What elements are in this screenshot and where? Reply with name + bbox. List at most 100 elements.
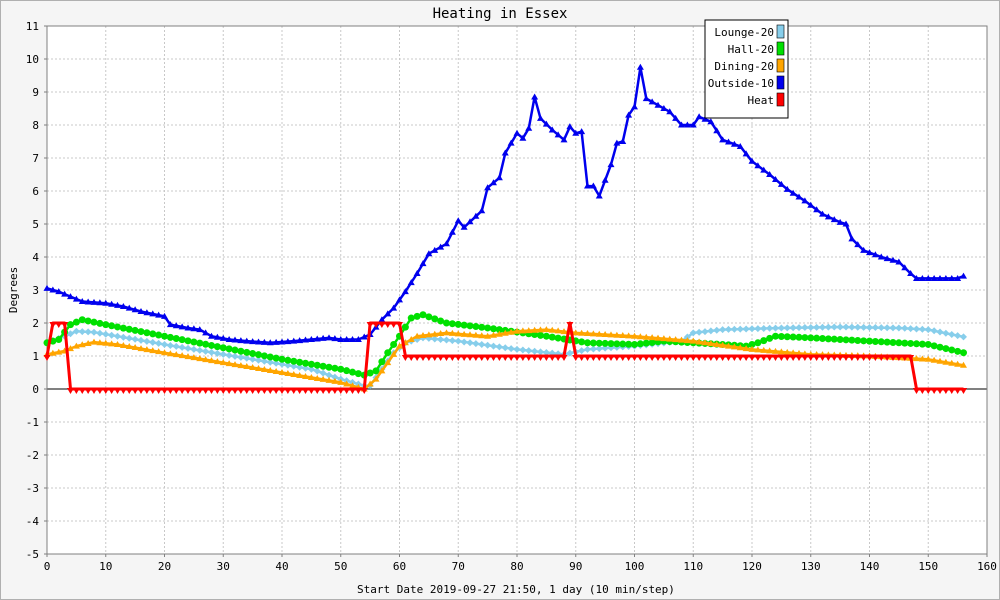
- data-point-heat: [842, 355, 850, 361]
- data-point-lounge-20: [871, 324, 879, 332]
- data-point-hall-20: [260, 352, 268, 360]
- data-point-hall-20: [901, 339, 909, 347]
- data-point-lounge-20: [948, 330, 956, 338]
- data-point-dining-20: [225, 360, 233, 367]
- data-point-hall-20: [272, 354, 280, 362]
- data-point-dining-20: [325, 376, 333, 383]
- data-point-lounge-20: [501, 344, 509, 352]
- data-point-dining-20: [589, 330, 597, 337]
- data-point-dining-20: [707, 340, 715, 347]
- data-point-heat: [478, 355, 486, 361]
- data-point-outside-10: [472, 212, 480, 219]
- data-point-heat: [860, 355, 868, 361]
- x-tick-label: 130: [801, 560, 821, 573]
- data-point-outside-10: [102, 299, 110, 306]
- data-point-heat: [213, 388, 221, 394]
- data-point-dining-20: [319, 375, 327, 382]
- data-point-hall-20: [836, 336, 844, 343]
- data-point-lounge-20: [578, 347, 586, 355]
- data-point-heat: [525, 355, 533, 361]
- data-point-dining-20: [137, 345, 145, 352]
- data-point-outside-10: [871, 251, 879, 258]
- chart-title: Heating in Essex: [433, 6, 568, 22]
- y-tick-label: 5: [32, 218, 39, 231]
- data-point-dining-20: [266, 367, 274, 374]
- data-point-heat: [313, 388, 321, 394]
- data-point-heat: [272, 388, 280, 394]
- data-point-dining-20: [84, 339, 92, 346]
- data-point-lounge-20: [683, 333, 691, 341]
- data-point-outside-10: [396, 296, 403, 303]
- legend-label: Dining-20: [714, 60, 774, 73]
- data-point-hall-20: [325, 363, 333, 371]
- data-point-dining-20: [942, 358, 950, 365]
- data-point-lounge-20: [125, 334, 133, 342]
- data-point-heat: [736, 355, 744, 361]
- series-heat: [43, 321, 967, 394]
- data-point-heat: [607, 355, 615, 361]
- data-point-heat: [766, 355, 774, 361]
- data-point-heat: [701, 355, 709, 361]
- data-point-lounge-20: [260, 357, 268, 365]
- data-point-outside-10: [854, 241, 862, 248]
- data-point-outside-10: [807, 201, 815, 208]
- legend: Lounge-20 Hall-20 Dining-20 Outside-10 Heat: [704, 19, 789, 119]
- data-point-heat: [78, 388, 86, 394]
- y-tick-label: 10: [26, 53, 39, 66]
- data-point-heat: [495, 355, 503, 361]
- data-point-hall-20: [319, 362, 327, 370]
- data-point-lounge-20: [713, 326, 721, 334]
- data-point-hall-20: [443, 319, 450, 327]
- data-point-outside-10: [836, 218, 844, 225]
- data-point-outside-10: [713, 127, 721, 134]
- data-point-heat: [777, 355, 785, 361]
- data-point-dining-20: [219, 359, 227, 366]
- data-point-heat: [783, 355, 791, 361]
- data-point-dining-20: [67, 345, 74, 352]
- data-point-hall-20: [783, 333, 791, 341]
- data-point-hall-20: [149, 330, 157, 338]
- data-point-heat: [883, 355, 891, 361]
- data-point-hall-20: [372, 367, 380, 375]
- data-point-outside-10: [337, 336, 345, 342]
- data-point-outside-10: [484, 184, 492, 191]
- data-point-heat: [102, 388, 110, 394]
- data-point-outside-10: [131, 306, 139, 313]
- data-point-heat: [55, 322, 63, 328]
- data-point-outside-10: [231, 336, 239, 343]
- x-tick-label: 100: [625, 560, 645, 573]
- data-point-dining-20: [648, 334, 656, 341]
- data-point-hall-20: [419, 311, 427, 319]
- data-point-hall-20: [948, 346, 956, 354]
- data-point-heat: [390, 322, 398, 328]
- data-point-outside-10: [701, 115, 709, 122]
- data-point-heat: [807, 355, 815, 361]
- data-point-heat: [125, 388, 133, 394]
- data-point-heat: [243, 388, 251, 394]
- data-point-outside-10: [349, 336, 356, 342]
- data-point-heat: [960, 388, 967, 394]
- data-point-hall-20: [225, 345, 233, 353]
- data-point-heat: [425, 355, 433, 361]
- data-point-outside-10: [137, 307, 145, 314]
- data-point-lounge-20: [936, 328, 944, 336]
- data-point-hall-20: [237, 347, 245, 355]
- data-point-outside-10: [689, 121, 697, 128]
- data-point-dining-20: [425, 331, 433, 338]
- data-point-heat: [108, 388, 116, 394]
- data-point-dining-20: [419, 332, 427, 339]
- data-point-lounge-20: [266, 358, 274, 366]
- data-point-hall-20: [578, 338, 586, 346]
- data-point-outside-10: [219, 334, 227, 341]
- data-point-heat: [907, 355, 915, 361]
- data-point-hall-20: [448, 320, 456, 328]
- data-point-lounge-20: [824, 323, 832, 331]
- data-point-heat: [795, 355, 803, 361]
- data-point-hall-20: [343, 367, 351, 375]
- data-point-lounge-20: [90, 328, 98, 336]
- data-point-lounge-20: [730, 325, 738, 333]
- data-point-lounge-20: [772, 324, 779, 332]
- data-point-outside-10: [213, 333, 221, 340]
- data-point-dining-20: [636, 333, 644, 340]
- data-point-hall-20: [431, 315, 439, 323]
